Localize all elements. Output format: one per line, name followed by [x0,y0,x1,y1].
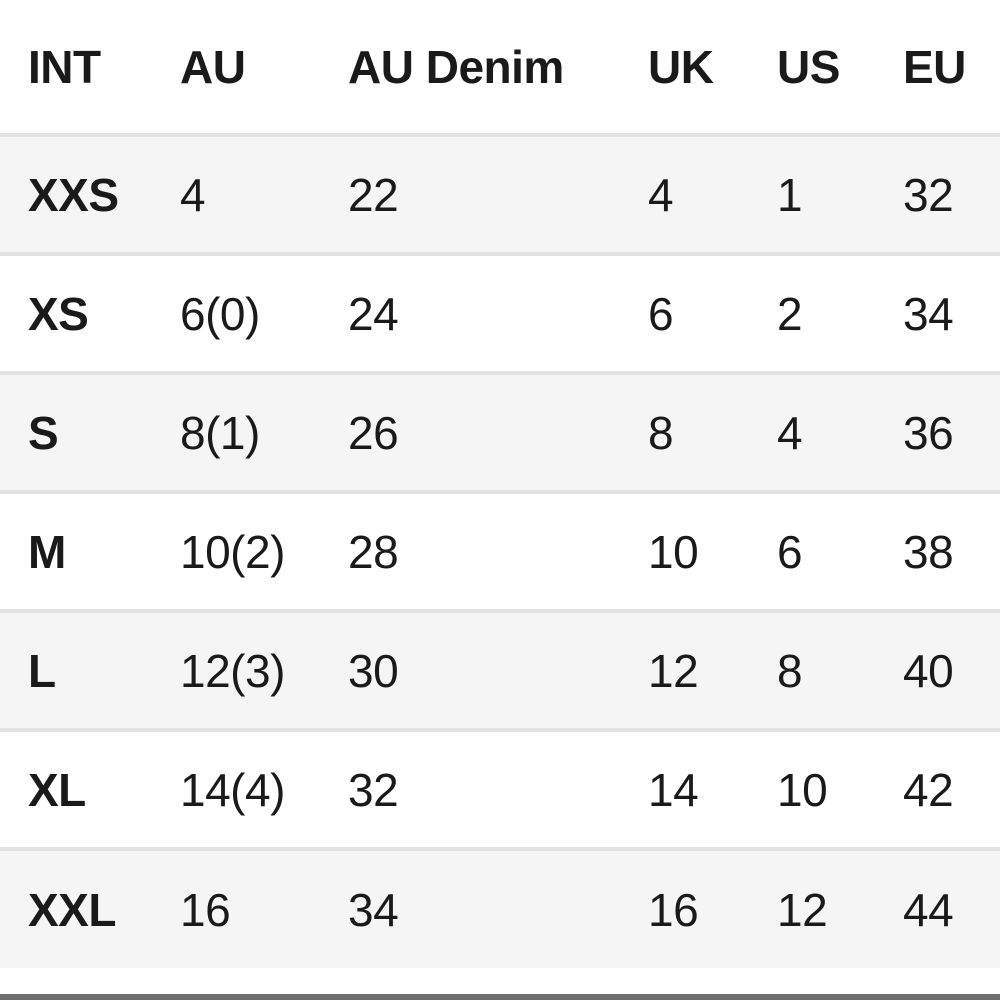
cell-m-us: 6 [777,525,803,578]
table-row-m: M 10(2) 28 10 6 38 [0,492,1000,611]
cell-xl-us: 10 [777,763,828,816]
cell-xs-au_denim: 24 [348,287,399,340]
cell-m-uk: 10 [648,525,699,578]
row-label-m: M [28,525,66,578]
header-row: INT AU AU Denim UK US EU [0,0,1000,137]
cell-s-us: 4 [777,406,803,459]
row-label-l: L [28,644,56,697]
table-row-xxs: XXS 4 22 4 1 32 [0,135,1000,254]
cell-s-au: 8(1) [180,406,260,459]
cell-s-au_denim: 26 [348,406,399,459]
row-label-xxs: XXS [28,168,119,221]
cell-s-uk: 8 [648,406,674,459]
table-row-xl: XL 14(4) 32 14 10 42 [0,730,1000,849]
cell-s-eu: 36 [903,406,954,459]
cell-l-uk: 12 [648,644,699,697]
cell-l-au_denim: 30 [348,644,399,697]
cell-xxs-au_denim: 22 [348,168,399,221]
cell-xxs-au: 4 [180,168,206,221]
cell-xl-au_denim: 32 [348,763,399,816]
cell-m-au_denim: 28 [348,525,399,578]
row-label-s: S [28,406,59,459]
cell-xs-us: 2 [777,287,803,340]
table-row-s: S 8(1) 26 8 4 36 [0,373,1000,492]
cell-xs-uk: 6 [648,287,674,340]
cell-xl-au: 14(4) [180,763,285,816]
cell-xs-au: 6(0) [180,287,260,340]
cell-xl-uk: 14 [648,763,699,816]
table-body: XXS 4 22 4 1 32 XS 6(0) 24 6 2 34 S 8(1) 26 8 4 36 M 10(2) 2… [0,135,1000,968]
column-header-eu: EU [875,0,1000,137]
cell-xxl-eu: 44 [903,883,954,936]
row-label-xxl: XXL [28,883,116,936]
cell-xxs-us: 1 [777,168,803,221]
column-header-int: INT [0,0,152,137]
cell-l-eu: 40 [903,644,954,697]
cell-l-au: 12(3) [180,644,285,697]
cell-xxl-uk: 16 [648,883,699,936]
column-header-au_denim: AU Denim [320,0,620,137]
table-row-xxl: XXL 16 34 16 12 44 [0,849,1000,968]
row-label-xl: XL [28,763,86,816]
table-row-xs: XS 6(0) 24 6 2 34 [0,254,1000,373]
cell-xxs-uk: 4 [648,168,674,221]
column-header-uk: UK [620,0,749,137]
cell-xxl-us: 12 [777,883,828,936]
column-header-au: AU [152,0,320,137]
size-conversion-table: INT AU AU Denim UK US EU XXS 4 22 4 1 32 XS 6(0) 24 6 2… [0,0,1000,968]
row-label-xs: XS [28,287,89,340]
cell-l-us: 8 [777,644,803,697]
cell-m-au: 10(2) [180,525,285,578]
cell-xs-eu: 34 [903,287,954,340]
cell-xl-eu: 42 [903,763,954,816]
cell-xxs-eu: 32 [903,168,954,221]
cell-xxl-au: 16 [180,883,231,936]
cell-m-eu: 38 [903,525,954,578]
column-header-us: US [749,0,875,137]
cell-xxl-au_denim: 34 [348,883,399,936]
bottom-divider [0,994,1000,1000]
table-row-l: L 12(3) 30 12 8 40 [0,611,1000,730]
